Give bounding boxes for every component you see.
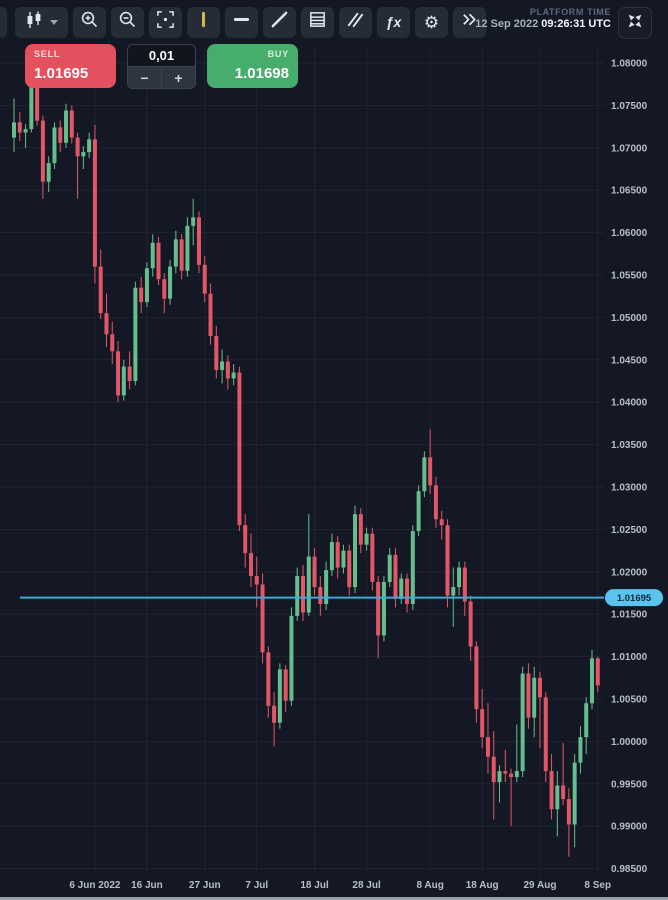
- svg-text:1.00500: 1.00500: [611, 695, 648, 706]
- svg-text:1.03000: 1.03000: [611, 483, 648, 494]
- zoom-out-icon: [118, 10, 137, 34]
- zoom-out-button[interactable]: [111, 6, 144, 38]
- vertical-line-icon: [194, 10, 213, 34]
- svg-text:1.07500: 1.07500: [611, 101, 648, 112]
- settings-button[interactable]: ⚙: [415, 6, 448, 38]
- chart-type-button[interactable]: [15, 6, 68, 38]
- platform-clock: 09:26:31 UTC: [541, 18, 611, 31]
- svg-text:0.98500: 0.98500: [611, 864, 648, 875]
- chevron-down-icon: [50, 19, 58, 25]
- svg-text:1.00000: 1.00000: [611, 737, 648, 748]
- svg-text:18 Jul: 18 Jul: [300, 880, 329, 891]
- fib-levels-icon: [308, 10, 327, 34]
- double-chevron-right-icon: [460, 10, 479, 34]
- sell-button[interactable]: SELL 1.01695: [25, 44, 116, 88]
- sell-label: SELL: [34, 49, 61, 59]
- svg-text:1.01000: 1.01000: [611, 652, 648, 663]
- svg-text:8 Aug: 8 Aug: [416, 880, 443, 891]
- svg-text:1.05000: 1.05000: [611, 313, 648, 324]
- svg-text:0.99500: 0.99500: [611, 779, 648, 790]
- svg-text:1.01500: 1.01500: [611, 610, 648, 621]
- fx-indicators-icon: ƒx: [385, 14, 402, 30]
- svg-text:18 Aug: 18 Aug: [466, 880, 499, 891]
- volume-value[interactable]: 0,01: [128, 45, 195, 66]
- horizontal-line-icon: [232, 10, 251, 34]
- horizontal-line-tool-button[interactable]: [225, 6, 258, 38]
- svg-text:1.06500: 1.06500: [611, 186, 648, 197]
- vertical-line-tool-button[interactable]: [187, 6, 220, 38]
- svg-text:8 Sep: 8 Sep: [584, 880, 611, 891]
- svg-text:1.07000: 1.07000: [611, 143, 648, 154]
- collapse-toolbar-button[interactable]: [453, 6, 486, 38]
- crosshair-icon: [156, 10, 175, 34]
- fullscreen-icon: [626, 12, 644, 35]
- svg-text:29 Aug: 29 Aug: [523, 880, 556, 891]
- svg-text:1.04000: 1.04000: [611, 398, 648, 409]
- indicators-button[interactable]: ƒx: [377, 6, 410, 38]
- trend-line-icon: [270, 10, 289, 34]
- zoom-in-icon: [80, 10, 99, 34]
- buy-price: 1.01698: [234, 65, 289, 82]
- platform-date: 12 Sep 2022: [475, 18, 539, 31]
- trend-line-tool-button[interactable]: [263, 6, 296, 38]
- fib-levels-tool-button[interactable]: [301, 6, 334, 38]
- svg-text:1.05500: 1.05500: [611, 271, 648, 282]
- crosshair-button[interactable]: [149, 6, 182, 38]
- svg-text:7 Jul: 7 Jul: [245, 880, 268, 891]
- svg-text:6 Jun 2022: 6 Jun 2022: [69, 880, 121, 891]
- svg-text:16 Jun: 16 Jun: [131, 880, 163, 891]
- sell-price: 1.01695: [34, 65, 89, 82]
- window-bottom-edge: [0, 897, 668, 900]
- volume-box: 0,01 − +: [127, 44, 196, 89]
- svg-text:1.02500: 1.02500: [611, 525, 648, 536]
- svg-text:27 Jun: 27 Jun: [189, 880, 221, 891]
- svg-text:1.06000: 1.06000: [611, 228, 648, 239]
- svg-text:1.03500: 1.03500: [611, 440, 648, 451]
- fullscreen-button[interactable]: [618, 7, 652, 39]
- svg-text:1.02000: 1.02000: [611, 567, 648, 578]
- svg-text:1.08000: 1.08000: [611, 59, 648, 70]
- svg-text:0.99000: 0.99000: [611, 822, 648, 833]
- parallel-channel-icon: [346, 10, 365, 34]
- offscreen-tool-button[interactable]: [0, 6, 7, 38]
- svg-text:1.01695: 1.01695: [617, 593, 652, 604]
- chart-toolbar: ƒx ⚙: [0, 0, 668, 44]
- gear-icon: ⚙: [423, 12, 440, 32]
- buy-label: BUY: [267, 49, 289, 59]
- volume-increase-button[interactable]: +: [174, 69, 183, 86]
- parallel-channel-tool-button[interactable]: [339, 6, 372, 38]
- buy-button[interactable]: BUY 1.01698: [207, 44, 298, 88]
- candlestick-chart-type-icon: [25, 11, 45, 34]
- platform-time-label: PLATFORM TIME: [529, 7, 611, 17]
- svg-text:1.04500: 1.04500: [611, 355, 648, 366]
- zoom-in-button[interactable]: [73, 6, 106, 38]
- svg-text:28 Jul: 28 Jul: [352, 880, 381, 891]
- platform-time: PLATFORM TIME 12 Sep 2022 09:26:31 UTC: [475, 7, 611, 32]
- trade-widget: SELL 1.01695 0,01 − + BUY 1.01698: [25, 44, 298, 89]
- volume-decrease-button[interactable]: −: [128, 67, 162, 88]
